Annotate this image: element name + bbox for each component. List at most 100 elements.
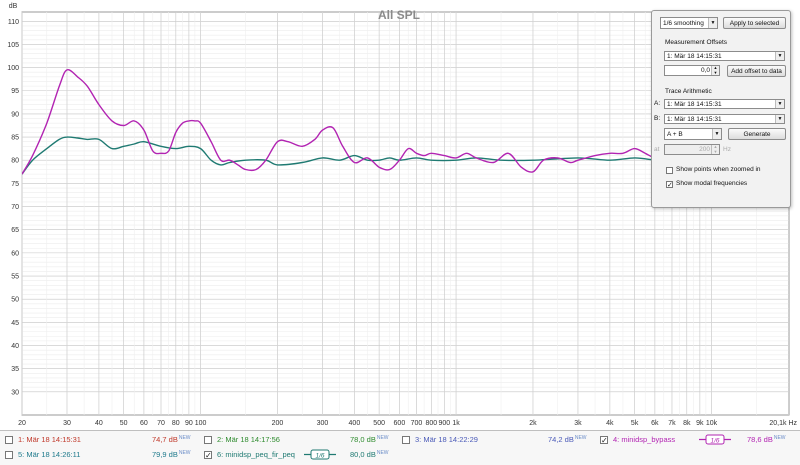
legend-value-5: 79,9 dBNEW	[152, 450, 191, 459]
legend-value-text-6: 80,0 dB	[350, 450, 376, 459]
trace-a-value: 1: Mär 18 14:15:31	[667, 101, 722, 108]
trace-b-select[interactable]: 1: Mär 18 14:15:31 ▼	[664, 114, 785, 124]
x-tick-label: 5k	[631, 420, 639, 427]
frequency-input: 200 ▲ ▼	[664, 144, 720, 155]
y-tick-label: 55	[11, 274, 19, 281]
legend-value-2: 78,0 dBNEW	[350, 435, 389, 444]
add-offset-button[interactable]: Add offset to data	[727, 65, 786, 77]
legend-name-4: 4: minidsp_bypass	[613, 435, 676, 444]
legend-value-6: 80,0 dBNEW	[350, 450, 389, 459]
legend-tag-6: NEW	[376, 450, 389, 456]
offset-measurement-select[interactable]: 1: Mär 18 14:15:31 ▼	[664, 51, 785, 61]
legend-value-text-3: 74,2 dB	[548, 435, 574, 444]
operation-select[interactable]: A + B ▼	[664, 128, 722, 140]
trace-4-minidsp-bypass	[22, 68, 789, 187]
measurement-offsets-label: Measurement Offsets	[665, 39, 728, 46]
y-tick-label: 35	[11, 366, 19, 373]
trace-b-label: B:	[654, 115, 661, 122]
x-tick-label: 600	[394, 420, 406, 427]
x-tick-label: 60	[140, 420, 148, 427]
legend-checkbox-5[interactable]	[5, 451, 13, 459]
legend-checkbox-3[interactable]	[402, 436, 410, 444]
show-modal-label: Show modal frequencies	[676, 180, 748, 187]
x-tick-label: 500	[373, 420, 385, 427]
legend-checkbox-1[interactable]	[5, 436, 13, 444]
generate-button[interactable]: Generate	[728, 128, 786, 140]
y-tick-label: 60	[11, 250, 19, 257]
x-tick-label: 20,1k Hz	[769, 420, 797, 427]
y-tick-label: 100	[7, 65, 19, 72]
y-axis-ticks: 110 105 100 95 90 85 80 75 70 65 60 55 50 45 40 35 30	[7, 19, 19, 397]
x-tick-label: 4k	[606, 420, 614, 427]
x-tick-label: 80	[172, 420, 180, 427]
smoothing-select[interactable]: 1/6 smoothing ▼	[660, 17, 718, 29]
traces	[22, 68, 789, 187]
show-modal-checkbox[interactable]: ✓	[666, 181, 673, 189]
x-tick-label: 2k	[529, 420, 537, 427]
legend: 1: Mär 18 14:15:31 74,7 dBNEW 2: Mär 18 …	[0, 430, 800, 465]
y-tick-label: 40	[11, 343, 19, 350]
spinner-icon[interactable]: ▲ ▼	[711, 65, 719, 75]
legend-tag-5: NEW	[178, 450, 191, 456]
legend-value-1: 74,7 dBNEW	[152, 435, 191, 444]
legend-name-2: 2: Mär 18 14:17:56	[217, 435, 280, 444]
y-tick-label: 110	[8, 19, 19, 26]
x-tick-label: 90	[185, 420, 193, 427]
legend-name-5: 5: Mär 18 14:26:11	[18, 450, 81, 459]
x-tick-label: 1k	[452, 420, 460, 427]
y-tick-label: 75	[11, 181, 19, 188]
offset-value-input[interactable]: 0,0 ▲ ▼	[664, 65, 720, 76]
show-points-checkbox[interactable]	[666, 167, 673, 174]
x-tick-label: 10k	[706, 420, 718, 427]
show-points-label: Show points when zoomed in	[676, 166, 761, 173]
x-tick-label: 300	[317, 420, 329, 427]
offset-measurement-value: 1: Mär 18 14:15:31	[667, 53, 722, 60]
x-tick-label: 800	[425, 420, 437, 427]
legend-tag-4: NEW	[773, 435, 786, 441]
smoothing-indicator-6[interactable]: 1/6	[304, 449, 336, 460]
legend-value-text-1: 74,7 dB	[152, 435, 178, 444]
x-tick-label: 30	[63, 420, 71, 427]
legend-tag-2: NEW	[376, 435, 389, 441]
spinner-icon: ▲ ▼	[711, 144, 719, 154]
legend-checkbox-6[interactable]: ✓	[204, 451, 212, 460]
frequency-value: 200	[699, 146, 710, 153]
legend-value-text-2: 78,0 dB	[350, 435, 376, 444]
trace-a-label: A:	[654, 100, 661, 107]
y-tick-label: 30	[11, 389, 19, 396]
x-tick-label: 6k	[651, 420, 659, 427]
smoothing-value: 1/6 smoothing	[663, 20, 704, 27]
apply-to-selected-button[interactable]: Apply to selected	[723, 17, 786, 29]
legend-value-text-4: 78,6 dB	[747, 435, 773, 444]
legend-tag-1: NEW	[178, 435, 191, 441]
legend-checkbox-2[interactable]	[204, 436, 212, 444]
x-tick-label: 50	[120, 420, 128, 427]
smoothing-indicator-4[interactable]: 1/6	[699, 434, 731, 445]
y-tick-label: 95	[11, 88, 19, 95]
x-tick-label: 8k	[683, 420, 691, 427]
chevron-down-icon: ▼	[775, 100, 784, 108]
x-tick-label: 200	[272, 420, 284, 427]
chevron-down-icon: ▼	[708, 18, 717, 28]
legend-name-6: 6: minidsp_peq_fir_peq	[217, 450, 295, 459]
y-tick-label: 70	[11, 204, 19, 211]
trace-a-select[interactable]: 1: Mär 18 14:15:31 ▼	[664, 99, 785, 109]
y-axis-unit-label: dB	[9, 3, 18, 10]
legend-tag-3: NEW	[574, 435, 587, 441]
legend-value-4: 78,6 dBNEW	[747, 435, 786, 444]
y-tick-label: 80	[11, 158, 19, 165]
offset-value: 0,0	[700, 67, 710, 74]
x-tick-label: 40	[95, 420, 103, 427]
x-axis-ticks: 20 30 40 50 60 70 80 90 100 200 300 400 500 600 700 800…	[18, 420, 797, 427]
y-tick-label: 65	[11, 227, 19, 234]
x-tick-label: 100	[195, 420, 207, 427]
legend-checkbox-4[interactable]: ✓	[600, 436, 608, 445]
legend-value-text-5: 79,9 dB	[152, 450, 178, 459]
x-tick-label: 20	[18, 420, 26, 427]
x-tick-label: 3k	[574, 420, 582, 427]
chevron-down-icon: ▼	[775, 52, 784, 60]
smoothing-text-4: 1/6	[710, 437, 719, 444]
trace-b-value: 1: Mär 18 14:15:31	[667, 116, 722, 123]
x-tick-label: 700	[411, 420, 423, 427]
trace-arithmetic-label: Trace Arithmetic	[665, 88, 712, 95]
